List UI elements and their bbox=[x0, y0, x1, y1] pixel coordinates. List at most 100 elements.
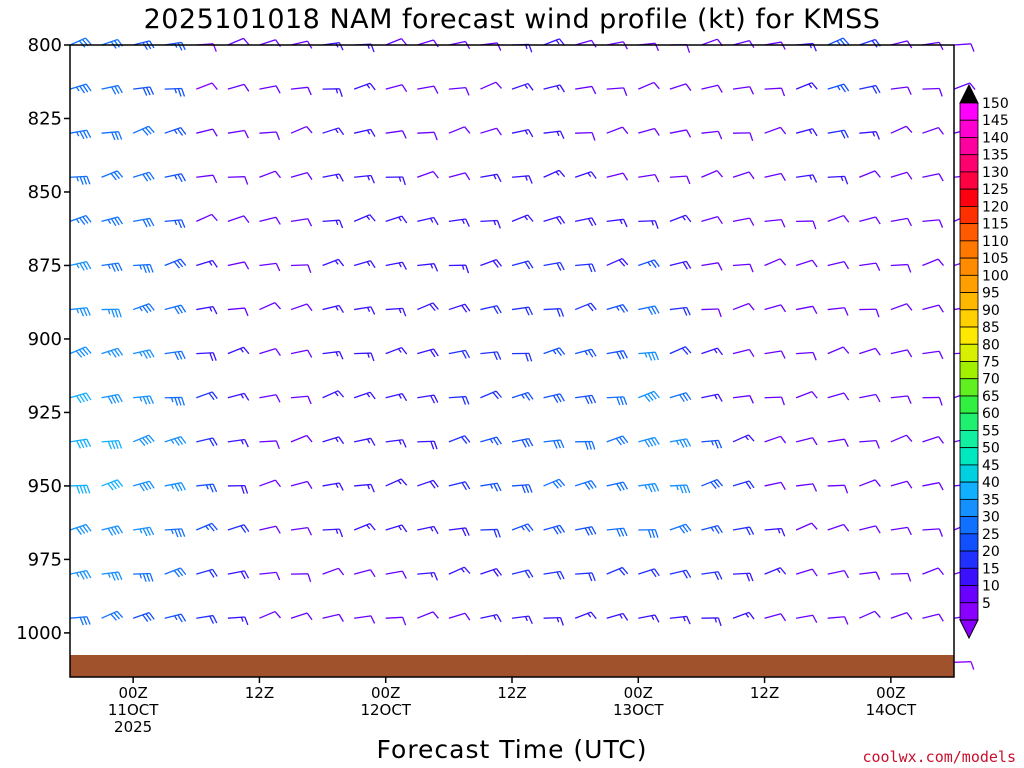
barb-full bbox=[79, 262, 85, 271]
terrain-fill bbox=[70, 655, 954, 677]
wind-barb bbox=[133, 263, 154, 274]
barb-full bbox=[464, 126, 471, 134]
barb-half bbox=[335, 88, 339, 94]
barb-full bbox=[148, 171, 155, 180]
wind-barb bbox=[69, 438, 92, 449]
barb-full bbox=[749, 217, 755, 226]
barb-staff bbox=[448, 172, 466, 178]
wind-barb bbox=[353, 214, 376, 222]
barb-full bbox=[180, 351, 186, 360]
wind-barb bbox=[732, 395, 754, 404]
barb-staff bbox=[890, 86, 908, 90]
barb-full bbox=[401, 393, 408, 402]
wind-barb bbox=[448, 349, 471, 359]
barb-full bbox=[86, 438, 92, 447]
barb-staff bbox=[290, 264, 309, 267]
barb-staff bbox=[732, 86, 750, 90]
barb-staff bbox=[890, 572, 908, 575]
barb-half bbox=[556, 617, 560, 623]
barb-full bbox=[493, 306, 499, 315]
barb-full bbox=[812, 220, 817, 230]
colorbar-swatch bbox=[959, 412, 979, 431]
barb-staff bbox=[859, 170, 876, 178]
barb-half bbox=[170, 439, 175, 444]
barb-full bbox=[556, 217, 562, 225]
colorbar-label: 65 bbox=[982, 389, 1000, 405]
colorbar-swatch bbox=[959, 464, 979, 483]
wind-barb bbox=[448, 612, 471, 621]
barb-full bbox=[682, 524, 689, 533]
barb-full bbox=[432, 480, 439, 488]
wind-barb bbox=[638, 529, 659, 539]
barb-staff bbox=[259, 216, 277, 223]
barb-full bbox=[685, 261, 692, 269]
barb-full bbox=[619, 350, 625, 360]
barb-full bbox=[590, 302, 597, 311]
wind-barb bbox=[575, 217, 597, 227]
wind-barb bbox=[795, 522, 818, 531]
x-tick-label: 12Z bbox=[750, 684, 779, 702]
barb-full bbox=[686, 175, 691, 185]
barb-staff bbox=[922, 482, 940, 487]
barb-full bbox=[107, 528, 114, 536]
barb-full bbox=[82, 347, 89, 356]
barb-full bbox=[432, 171, 439, 179]
barb-staff bbox=[227, 261, 245, 267]
barb-staff bbox=[417, 611, 434, 619]
barb-half bbox=[524, 130, 529, 135]
wind-barb bbox=[227, 129, 249, 139]
wind-barb bbox=[511, 82, 534, 91]
barb-full bbox=[86, 129, 92, 138]
colorbar-label: 55 bbox=[982, 423, 1000, 439]
barb-full bbox=[874, 479, 881, 487]
wind-barb bbox=[764, 567, 787, 575]
barb-full bbox=[843, 129, 849, 138]
barb-full bbox=[85, 215, 92, 223]
wind-barb bbox=[890, 217, 913, 227]
barb-full bbox=[618, 568, 626, 576]
barb-staff bbox=[290, 218, 308, 223]
wind-barb bbox=[259, 440, 280, 450]
barb-staff bbox=[290, 349, 308, 355]
wind-barb bbox=[827, 616, 849, 625]
barb-full bbox=[465, 87, 470, 96]
wind-barb bbox=[732, 132, 754, 142]
barb-full bbox=[306, 481, 313, 489]
wind-barb bbox=[606, 566, 629, 576]
barb-full bbox=[149, 573, 154, 582]
wind-barb bbox=[511, 523, 534, 533]
barb-full bbox=[716, 170, 723, 178]
barb-full bbox=[243, 261, 250, 270]
barb-full bbox=[107, 396, 113, 405]
wind-barb bbox=[827, 523, 850, 532]
barb-full bbox=[176, 568, 184, 577]
wind-barb bbox=[701, 262, 723, 271]
wind-barb bbox=[795, 128, 818, 137]
barb-full bbox=[685, 214, 692, 223]
wind-barb bbox=[795, 437, 818, 446]
barb-full bbox=[812, 483, 818, 492]
barb-half bbox=[76, 572, 80, 578]
barb-staff bbox=[859, 347, 876, 355]
wind-barb bbox=[448, 218, 470, 227]
colorbar-swatch bbox=[959, 533, 979, 552]
barb-staff bbox=[448, 612, 466, 619]
barb-staff bbox=[164, 87, 182, 90]
barb-full bbox=[401, 84, 408, 93]
wind-barb bbox=[69, 569, 92, 580]
barb-staff bbox=[290, 395, 308, 399]
colorbar-swatch bbox=[959, 119, 979, 138]
barb-full bbox=[338, 436, 345, 445]
wind-barb bbox=[511, 129, 534, 138]
barb-staff bbox=[764, 435, 781, 443]
wind-barb bbox=[69, 261, 92, 271]
barb-full bbox=[243, 570, 250, 579]
barb-staff bbox=[922, 435, 939, 443]
barb-full bbox=[82, 216, 89, 224]
barb-staff bbox=[322, 567, 339, 575]
barb-staff bbox=[795, 522, 812, 531]
barb-full bbox=[179, 258, 187, 266]
barb-full bbox=[338, 219, 344, 229]
wind-barb bbox=[353, 523, 376, 531]
